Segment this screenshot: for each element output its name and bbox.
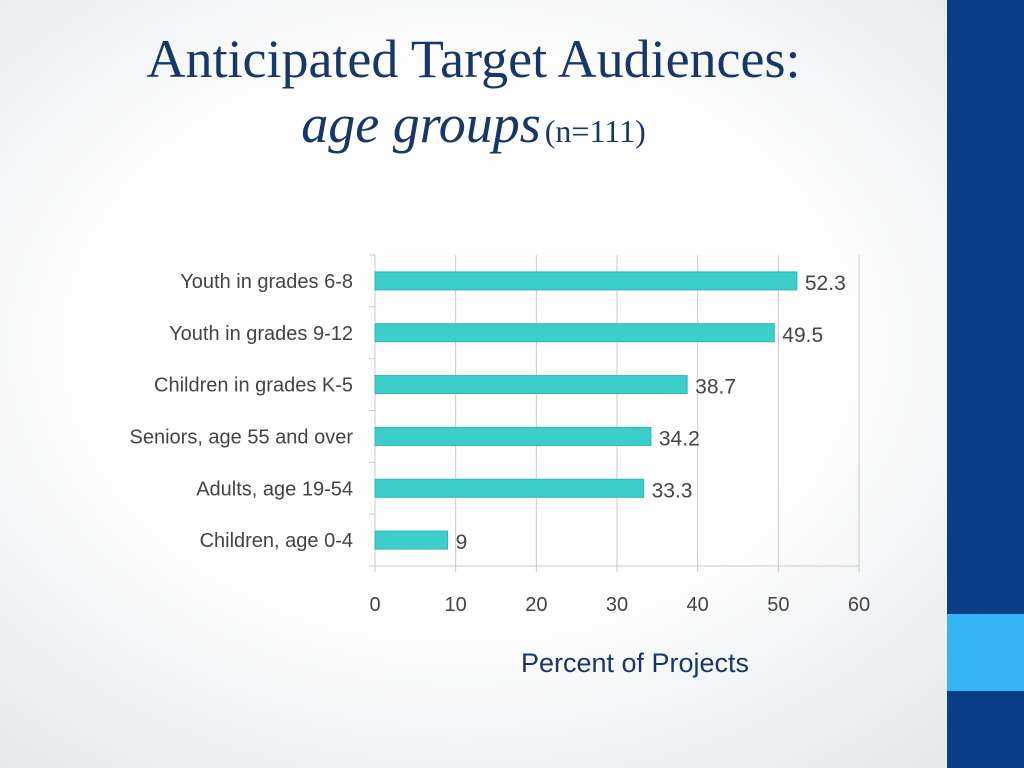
category-label: Seniors, age 55 and over <box>130 426 354 448</box>
title-line1: Anticipated Target Audiences: <box>146 29 801 89</box>
category-label: Adults, age 19-54 <box>196 478 353 500</box>
title-line2: age groups (n=111) <box>0 95 947 154</box>
x-tick-label: 0 <box>369 594 380 616</box>
category-label: Children, age 0-4 <box>200 530 353 552</box>
value-label: 38.7 <box>695 376 736 399</box>
value-label: 33.3 <box>652 479 693 502</box>
value-label: 49.5 <box>782 324 823 347</box>
side-accent-block <box>947 614 1024 691</box>
category-label: Youth in grades 6-8 <box>180 271 353 293</box>
bar <box>374 271 798 291</box>
bar-chart: 0 10 20 30 40 50 60 Youth in grades 6-8 52.3 Yout… <box>130 254 870 616</box>
value-label: 34.2 <box>659 427 700 450</box>
x-axis-title: Percent of Projects <box>520 648 750 678</box>
bar <box>374 375 688 395</box>
bar <box>374 426 652 446</box>
bar <box>374 478 645 498</box>
slide-title: Anticipated Target Audiences: age groups… <box>0 29 947 155</box>
x-tick-label: 60 <box>848 594 870 616</box>
value-label: 52.3 <box>805 272 846 295</box>
x-tick-label: 40 <box>687 594 709 616</box>
x-tick-label: 50 <box>767 594 789 616</box>
x-tick-label: 10 <box>445 594 467 616</box>
x-tick-label: 30 <box>606 594 628 616</box>
category-label: Children in grades K-5 <box>154 375 353 397</box>
title-italic: age groups <box>301 94 541 155</box>
x-tick-label: 20 <box>525 594 547 616</box>
value-label: 9 <box>456 531 468 554</box>
bar <box>374 323 775 343</box>
title-sample-size: (n=111) <box>544 113 646 150</box>
bar <box>374 530 449 550</box>
category-label: Youth in grades 9-12 <box>169 323 353 345</box>
